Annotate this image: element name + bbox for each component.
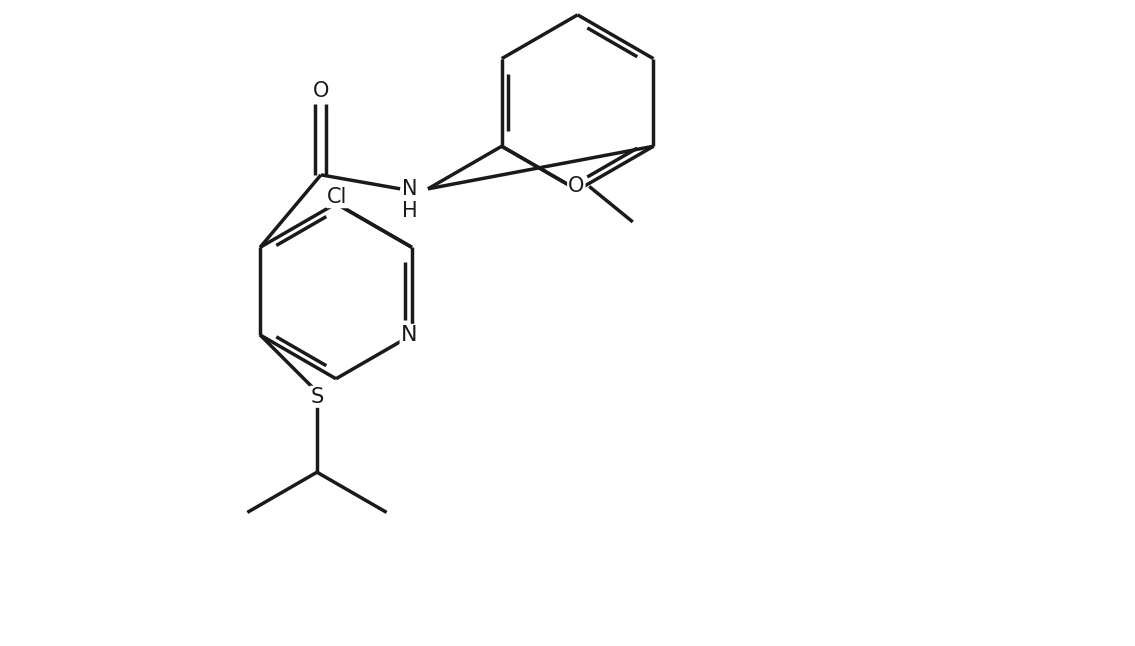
Text: O: O (569, 176, 585, 196)
Text: Cl: Cl (327, 187, 347, 207)
Text: O: O (313, 81, 329, 101)
Text: N: N (402, 179, 418, 199)
Text: N: N (401, 325, 418, 345)
Text: S: S (310, 387, 323, 407)
Text: H: H (402, 201, 418, 221)
